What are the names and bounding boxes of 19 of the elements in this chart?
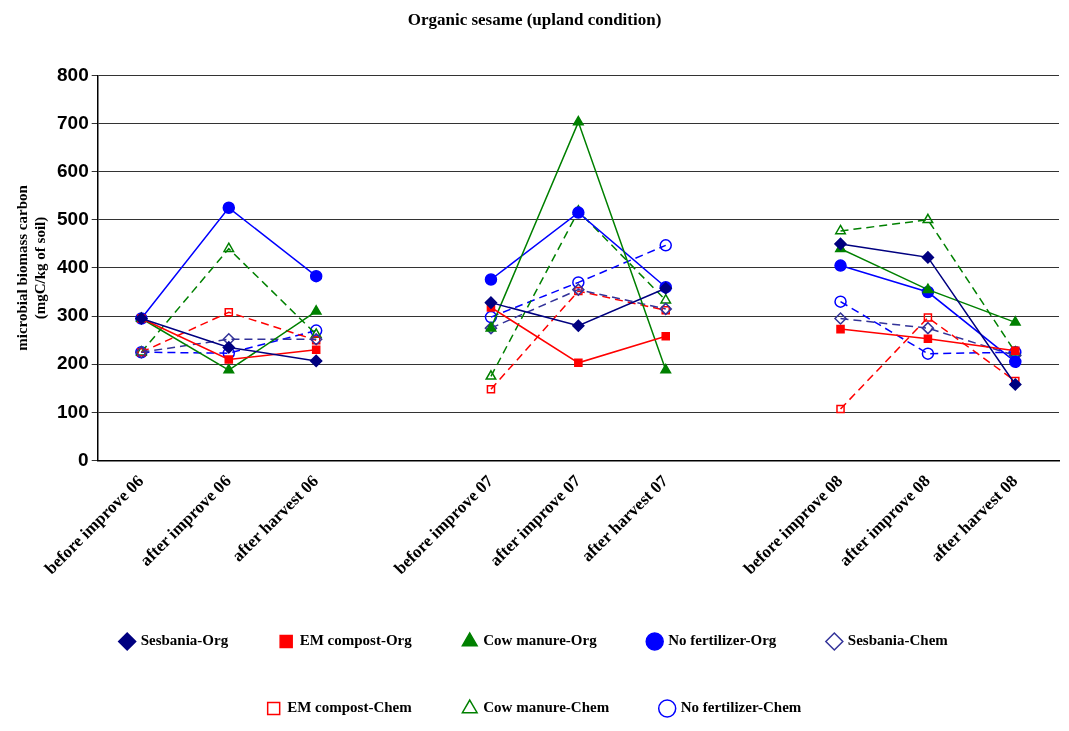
legend-label: Cow manure-Chem bbox=[483, 699, 610, 716]
legend-label: Sesbania-Org bbox=[140, 632, 229, 649]
y-tick-label: 100 bbox=[57, 400, 89, 422]
legend-label: No fertilizer-Chem bbox=[680, 699, 802, 716]
legend-label: Cow manure-Org bbox=[483, 632, 598, 649]
chart-title: Organic sesame (upland condition) bbox=[407, 9, 662, 29]
y-tick-label: 800 bbox=[57, 63, 89, 85]
legend-label: No fertilizer-Org bbox=[668, 632, 777, 649]
legend-label: Sesbania-Chem bbox=[847, 632, 949, 649]
y-tick-label: 500 bbox=[57, 208, 89, 230]
y-tick-label: 400 bbox=[57, 256, 89, 278]
legend-label: EM compost-Chem bbox=[287, 699, 413, 716]
y-tick-label: 0 bbox=[78, 448, 89, 470]
y-axis-title: microbial biomass carbon (mgC/kg of soil) bbox=[13, 184, 49, 351]
y-tick-label: 700 bbox=[57, 111, 89, 133]
y-tick-label: 200 bbox=[57, 352, 89, 374]
legend-label: EM compost-Org bbox=[299, 632, 413, 649]
y-tick-label: 300 bbox=[57, 304, 89, 326]
y-tick-label: 600 bbox=[57, 159, 89, 181]
